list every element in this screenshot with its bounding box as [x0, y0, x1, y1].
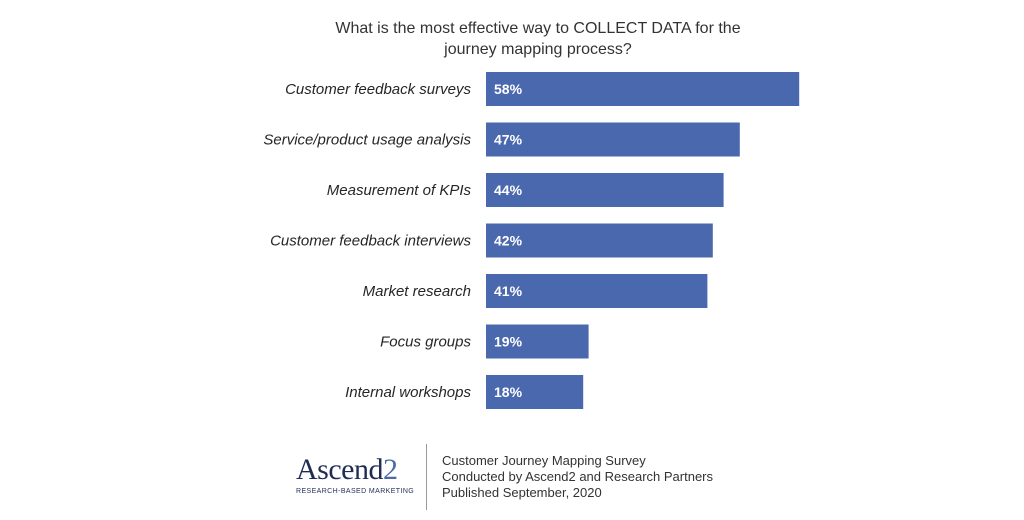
value-label-customer-feedback-surveys: 58% [494, 81, 523, 97]
category-label-focus-groups: Focus groups [380, 334, 471, 351]
logo-word: Ascend [296, 453, 383, 486]
footer-divider [426, 444, 427, 510]
bar-customer-feedback-surveys [486, 72, 800, 106]
bar-internal-workshops [486, 375, 584, 409]
category-label-measurement-of-kpis: Measurement of KPIs [327, 182, 472, 199]
source-line-survey: Customer Journey Mapping Survey [442, 453, 646, 468]
bar-service-product-usage-analysis [486, 122, 740, 157]
source-line-published: Published September, 2020 [442, 485, 602, 500]
logo-wordmark: Ascend2 [296, 454, 414, 486]
chart-title: What is the most effective way to COLLEC… [0, 18, 1024, 60]
chart-title-line-1: What is the most effective way to COLLEC… [335, 20, 741, 37]
logo-tagline: RESEARCH-BASED MARKETING [296, 488, 415, 495]
bar-focus-groups [486, 324, 589, 359]
value-label-market-research: 41% [494, 283, 523, 299]
category-label-service-product-usage-analysis: Service/product usage analysis [263, 132, 471, 149]
value-label-measurement-of-kpis: 44% [494, 182, 523, 198]
source-info: Customer Journey Mapping Survey Conducte… [442, 453, 713, 501]
value-label-internal-workshops: 18% [494, 384, 523, 400]
bar-chart: Customer feedback surveys 58% Service/prod… [263, 72, 800, 409]
category-label-market-research: Market research [363, 283, 471, 300]
bar-customer-feedback-interviews [486, 223, 713, 258]
ascend2-logo: Ascend2 RESEARCH-BASED MARKETING [296, 454, 415, 496]
category-label-customer-feedback-interviews: Customer feedback interviews [270, 233, 471, 250]
bar-market-research [486, 274, 708, 308]
category-label-customer-feedback-surveys: Customer feedback surveys [285, 81, 471, 98]
bar-measurement-of-kpis [486, 173, 724, 207]
chart-title-line-2: journey mapping process? [444, 41, 632, 58]
source-line-conducted: Conducted by Ascend2 and Research Partne… [442, 469, 714, 484]
logo-digit: 2 [382, 453, 398, 486]
category-label-internal-workshops: Internal workshops [345, 384, 471, 401]
value-label-focus-groups: 19% [494, 334, 523, 350]
value-label-customer-feedback-interviews: 42% [494, 233, 523, 249]
value-label-service-product-usage-analysis: 47% [494, 132, 523, 148]
